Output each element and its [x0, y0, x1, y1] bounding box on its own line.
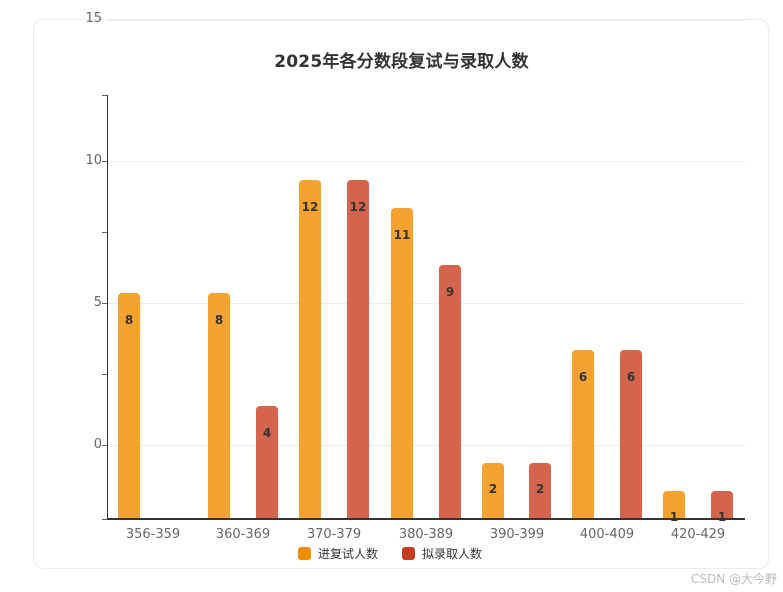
bar-value-label: 2: [488, 482, 498, 496]
legend-swatch-icon: [298, 547, 311, 560]
chart-legend: 进复试人数 拟录取人数: [298, 545, 506, 562]
bar-fushi-400-409[interactable]: [572, 350, 594, 519]
bar-value-label: 1: [717, 510, 727, 524]
legend-item-luqu[interactable]: 拟录取人数: [402, 545, 482, 562]
y-tick: [102, 161, 107, 162]
bar-luqu-380-389[interactable]: [439, 265, 461, 519]
bar-value-label: 4: [262, 426, 272, 440]
gridline-5: [107, 303, 745, 304]
bar-fushi-390-399[interactable]: [482, 463, 504, 519]
y-tick-label: 10: [85, 153, 102, 168]
x-tick-label: 370-379: [306, 527, 362, 542]
x-tick-label: 380-389: [398, 527, 454, 542]
bar-luqu-420-429[interactable]: [711, 491, 733, 519]
legend-label: 拟录取人数: [422, 547, 483, 561]
bar-value-label: 2: [535, 482, 545, 496]
y-tick-label: 5: [93, 295, 102, 310]
watermark: CSDN @大今野: [690, 572, 777, 586]
bar-value-label: 6: [626, 370, 636, 384]
x-axis: [107, 518, 745, 520]
y-tick: [102, 519, 107, 520]
y-tick: [102, 374, 107, 375]
bar-luqu-400-409[interactable]: [620, 350, 642, 519]
bar-value-label: 11: [393, 228, 411, 242]
bar-value-label: 12: [301, 200, 319, 214]
bar-luqu-390-399[interactable]: [529, 463, 551, 519]
y-tick: [102, 95, 107, 96]
y-tick-label: 0: [93, 437, 102, 452]
bar-value-label: 8: [124, 313, 134, 327]
y-tick: [102, 232, 107, 233]
bar-fushi-360-369[interactable]: [208, 293, 230, 519]
bar-value-label: 9: [445, 285, 455, 299]
legend-label: 进复试人数: [318, 547, 379, 561]
bar-value-label: 1: [669, 510, 679, 524]
bar-fushi-380-389[interactable]: [391, 208, 413, 519]
bar-fushi-420-429[interactable]: [663, 491, 685, 519]
bar-luqu-370-379[interactable]: [347, 180, 369, 519]
bar-fushi-356-359[interactable]: [118, 293, 140, 519]
gridline-0: [107, 445, 745, 446]
x-tick-label: 356-359: [125, 527, 181, 542]
legend-item-fushi[interactable]: 进复试人数: [298, 545, 378, 562]
legend-swatch-icon: [402, 547, 416, 560]
y-tick: [102, 445, 107, 446]
x-tick-label: 420-429: [670, 527, 726, 542]
bar-value-label: 12: [349, 200, 367, 214]
bar-value-label: 8: [214, 313, 224, 327]
gridline-10: [107, 161, 745, 162]
bar-luqu-360-369[interactable]: [256, 406, 278, 519]
bar-fushi-370-379[interactable]: [299, 180, 321, 519]
x-tick-label: 400-409: [579, 527, 635, 542]
chart-title: 2025年各分数段复试与录取人数: [274, 52, 529, 72]
x-tick-label: 360-369: [215, 527, 271, 542]
y-tick-label: 15: [85, 11, 102, 26]
y-axis: [107, 95, 108, 520]
gridline-15: [107, 20, 745, 21]
y-tick: [102, 303, 107, 304]
x-tick-label: 390-399: [489, 527, 545, 542]
bar-value-label: 6: [578, 370, 588, 384]
